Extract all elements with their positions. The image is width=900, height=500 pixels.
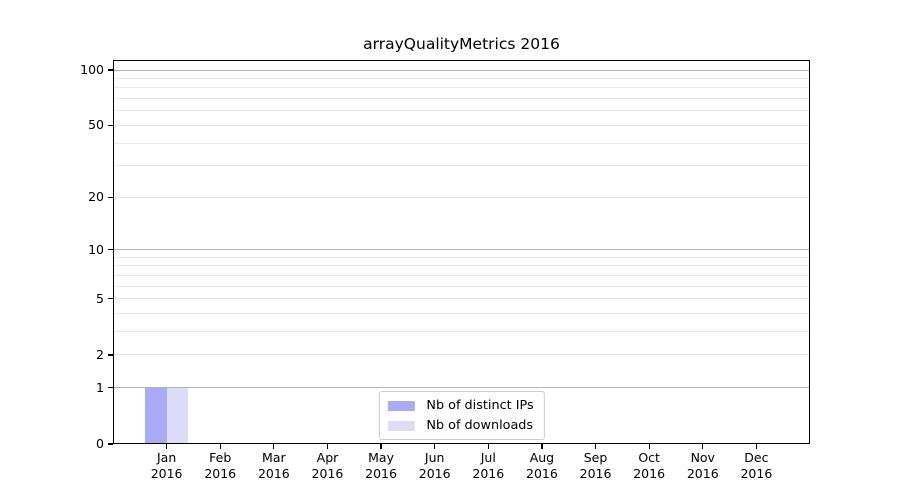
x-tick-label-month: Mar	[262, 450, 286, 465]
x-tick-mark	[434, 444, 436, 449]
x-tick-label-month: Feb	[209, 450, 232, 465]
y-tick-label: 20	[88, 189, 104, 205]
x-tick-label-month: Jun	[424, 450, 445, 465]
bar-distinct-ips-jan	[145, 387, 167, 444]
x-tick-mark	[380, 444, 382, 449]
x-tick-label-month: Jul	[480, 450, 496, 465]
bar-downloads-jan	[166, 387, 189, 444]
x-tick-mark	[326, 444, 329, 449]
x-tick-label-year: 2016	[633, 466, 666, 481]
legend-item-distinct-ips: Nb of distinct IPs	[387, 398, 534, 413]
gridline-major	[113, 69, 810, 71]
x-tick-label-year: 2016	[150, 466, 183, 481]
x-tick-mark	[594, 444, 597, 449]
gridline-major	[113, 249, 810, 251]
x-tick-mark	[219, 444, 221, 449]
x-tick-label-year: 2016	[526, 466, 558, 481]
x-tick-label-year: 2016	[365, 466, 397, 481]
x-tick-mark	[541, 444, 543, 449]
gridline-minor	[113, 285, 810, 287]
gridline-minor	[113, 331, 810, 333]
x-tick-label-year: 2016	[579, 466, 612, 481]
x-tick-label-year: 2016	[686, 466, 719, 481]
gridline-minor	[113, 274, 810, 276]
gridline-minor	[113, 196, 810, 198]
y-tick-label: 1	[96, 379, 104, 395]
gridline-minor	[113, 87, 810, 89]
gridline-minor	[113, 165, 810, 167]
y-tick-label: 5	[96, 290, 104, 306]
gridline-major	[113, 387, 810, 389]
x-tick-mark	[648, 444, 650, 449]
legend-swatch-distinct-ips	[387, 400, 415, 411]
gridline-minor	[113, 265, 810, 267]
x-tick-label-year: 2016	[472, 466, 505, 481]
x-tick-mark	[165, 444, 168, 449]
legend: Nb of distinct IPs Nb of downloads	[378, 391, 545, 440]
gridline-minor	[113, 256, 810, 258]
gridline-minor	[113, 298, 810, 300]
gridline-minor	[113, 142, 810, 144]
gridline-minor	[113, 124, 810, 126]
x-tick-label-year: 2016	[418, 466, 451, 481]
x-tick-label-month: Oct	[638, 450, 660, 465]
legend-item-downloads: Nb of downloads	[387, 418, 533, 433]
x-tick-mark	[702, 444, 704, 449]
y-tick-label: 0	[96, 436, 104, 451]
y-tick-label: 100	[80, 62, 104, 77]
x-tick-mark	[273, 444, 275, 449]
x-tick-label-month: Sep	[583, 450, 608, 465]
x-tick-label-month: Apr	[316, 450, 339, 465]
y-tick-label: 50	[88, 117, 104, 133]
gridline-minor	[113, 313, 810, 315]
x-tick-mark	[487, 444, 489, 449]
x-tick-label-month: May	[368, 450, 394, 465]
legend-label-downloads: Nb of downloads	[426, 418, 534, 433]
x-tick-label-month: Nov	[690, 450, 715, 465]
x-tick-label-year: 2016	[204, 466, 237, 481]
x-tick-label-month: Aug	[529, 450, 555, 465]
gridline-minor	[113, 110, 810, 112]
x-tick-label-year: 2016	[311, 466, 344, 481]
x-tick-label-month: Jan	[156, 450, 177, 465]
legend-swatch-downloads	[387, 420, 415, 431]
chart-title: arrayQualityMetrics 2016	[363, 35, 560, 53]
gridline-minor	[113, 98, 810, 100]
plot-area: Nb of distinct IPs Nb of downloads	[113, 60, 810, 444]
x-tick-label-month: Dec	[744, 450, 769, 465]
y-tick-label: 10	[88, 241, 104, 257]
gridline-minor	[113, 77, 810, 79]
x-tick-label-year: 2016	[740, 466, 773, 481]
y-tick-label: 2	[96, 346, 104, 362]
x-tick-mark	[755, 444, 758, 449]
legend-label-distinct-ips: Nb of distinct IPs	[426, 398, 534, 413]
gridline-minor	[113, 354, 810, 356]
x-tick-label-year: 2016	[257, 466, 290, 481]
